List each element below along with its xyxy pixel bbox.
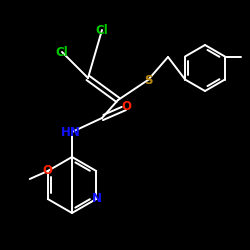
Text: Cl: Cl [96, 24, 108, 36]
Text: O: O [43, 164, 53, 177]
Text: Cl: Cl [56, 46, 68, 59]
Text: N: N [92, 192, 102, 205]
Text: S: S [144, 74, 152, 86]
Text: HN: HN [61, 126, 81, 138]
Text: O: O [121, 100, 131, 114]
